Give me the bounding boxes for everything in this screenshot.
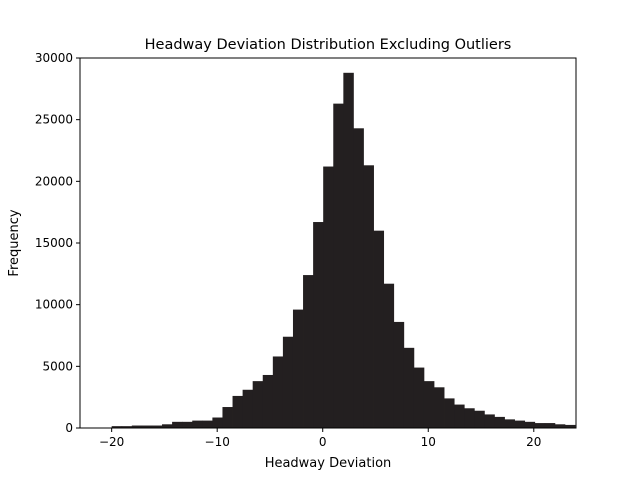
histogram-bar	[444, 398, 455, 428]
histogram-bar	[383, 283, 395, 428]
y-tick-label: 25000	[35, 113, 73, 127]
histogram-bar	[323, 166, 334, 428]
x-tick-label: 0	[319, 435, 327, 449]
histogram-bar	[343, 72, 354, 429]
histogram-bar	[121, 426, 133, 428]
y-tick-label: 5000	[42, 359, 73, 373]
histogram-bar	[423, 381, 435, 428]
histogram-bar	[272, 356, 284, 428]
histogram-bar	[413, 367, 425, 428]
histogram-bar	[363, 165, 374, 429]
histogram-bar	[141, 425, 153, 428]
histogram-bar	[182, 421, 193, 428]
histogram-bar	[524, 421, 536, 428]
histogram-bar	[534, 423, 546, 428]
histogram-bar	[464, 408, 475, 428]
histogram-bar	[554, 424, 566, 428]
histogram-bar	[564, 424, 576, 428]
histogram-bar	[353, 128, 364, 429]
histogram-bar	[313, 222, 324, 428]
histogram-bar	[162, 424, 173, 428]
histogram-bars	[111, 72, 576, 429]
histogram-bar	[232, 395, 244, 428]
y-tick-label: 15000	[35, 236, 73, 250]
y-tick-label: 0	[65, 421, 73, 435]
histogram-bar	[514, 420, 526, 428]
x-tick-label: 10	[421, 435, 436, 449]
histogram-bar	[373, 230, 385, 428]
chart-title: Headway Deviation Distribution Excluding…	[145, 37, 512, 53]
histogram-bar	[212, 417, 223, 428]
y-axis-label: Frequency	[7, 209, 22, 276]
histogram-bar	[222, 407, 233, 428]
y-tick-label: 30000	[35, 51, 73, 65]
histogram-bar	[484, 414, 495, 428]
histogram-bar	[504, 419, 515, 428]
histogram-bar	[474, 410, 485, 428]
histogram-bar	[172, 421, 183, 428]
histogram-bar	[252, 381, 264, 428]
histogram-bar	[403, 347, 415, 428]
histogram-bar	[242, 389, 254, 428]
histogram-bar	[262, 374, 274, 428]
histogram-bar	[151, 425, 163, 428]
x-axis-ticks: −20 −10 0 10 20	[99, 428, 541, 449]
histogram-bar	[393, 321, 405, 428]
histogram-bar	[434, 387, 445, 428]
y-tick-label: 20000	[35, 174, 73, 188]
histogram-bar	[192, 420, 203, 428]
x-tick-label: 20	[526, 435, 541, 449]
x-tick-label: −10	[205, 435, 230, 449]
y-tick-label: 10000	[35, 298, 73, 312]
y-axis-ticks: 0 5000 10000 15000 20000 25000 30000	[35, 51, 80, 435]
histogram-bar	[111, 426, 123, 428]
histogram-bar	[494, 416, 505, 428]
histogram-bar	[454, 404, 465, 428]
x-axis-label: Headway Deviation	[265, 456, 392, 471]
histogram-bar	[303, 275, 314, 428]
x-tick-label: −20	[99, 435, 124, 449]
histogram-bar	[131, 425, 143, 428]
histogram-bar	[333, 103, 344, 428]
histogram-bar	[282, 336, 294, 428]
histogram-bar	[202, 420, 213, 428]
histogram-bar	[544, 423, 556, 428]
histogram-bar	[292, 309, 304, 428]
